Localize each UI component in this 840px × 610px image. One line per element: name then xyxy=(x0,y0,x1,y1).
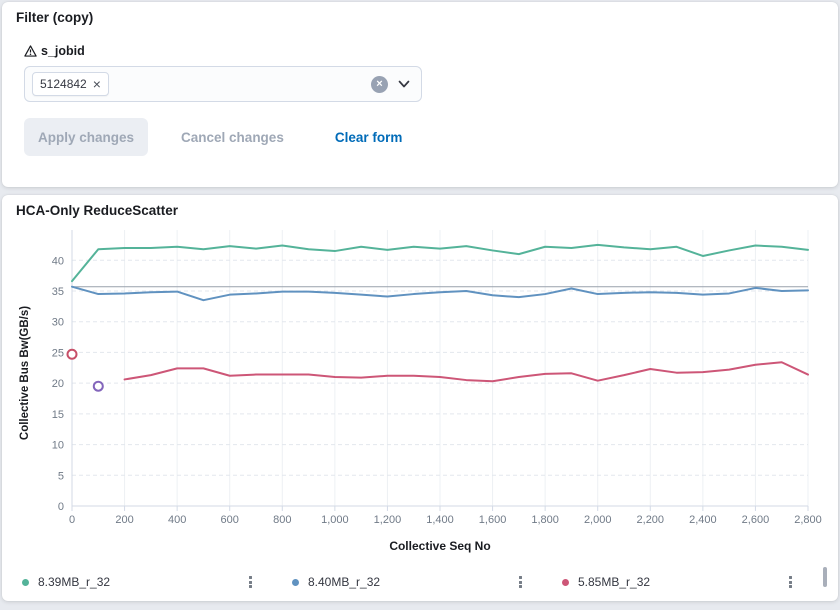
clear-form-button[interactable]: Clear form xyxy=(323,118,415,156)
filter-panel-title: Filter (copy) xyxy=(16,10,94,25)
y-tick-label: 10 xyxy=(52,440,64,452)
x-tick-label: 0 xyxy=(69,514,75,526)
legend-item[interactable]: 5.85MB_r_32 xyxy=(562,570,832,594)
y-tick-label: 25 xyxy=(52,347,64,359)
filter-form: s_jobid 5124842 × × Apply changes Cancel… xyxy=(24,44,824,156)
x-tick-label: 200 xyxy=(115,514,133,526)
chart-panel: HCA-Only ReduceScatter 0 200 400 600 800 1,00… xyxy=(2,195,838,601)
series-line-5.85MB_r_32 xyxy=(123,361,809,383)
legend-menu-icon[interactable] xyxy=(246,573,255,591)
y-tick-label: 5 xyxy=(58,470,64,482)
legend-menu-icon[interactable] xyxy=(516,573,525,591)
legend-menu-icon[interactable] xyxy=(786,573,795,591)
x-tick-label: 1,600 xyxy=(479,514,507,526)
x-tick-label: 2,600 xyxy=(742,514,770,526)
x-tick-label: 2,800 xyxy=(794,514,822,526)
x-tick-label: 1,200 xyxy=(374,514,402,526)
y-axis-title: Collective Bus Bw(GB/s) xyxy=(19,305,31,441)
selected-value-tag[interactable]: 5124842 × xyxy=(32,72,109,96)
series-line-8.40MB_r_32 xyxy=(71,285,809,302)
y-tick-label: 30 xyxy=(52,317,64,329)
x-tick-label: 600 xyxy=(221,514,239,526)
chart-legend: 8.39MB_r_32 8.40MB_r_32 5.85MB_r_32 xyxy=(2,570,838,594)
x-tick-label: 1,800 xyxy=(531,514,559,526)
x-tick-label: 2,200 xyxy=(637,514,665,526)
legend-dot xyxy=(292,578,299,586)
legend-dot xyxy=(22,578,29,586)
combobox-controls: × xyxy=(371,75,411,93)
field-label-row: s_jobid xyxy=(24,44,824,58)
remove-tag-icon[interactable]: × xyxy=(92,76,101,92)
y-tick-label: 40 xyxy=(52,255,64,267)
selected-value: 5124842 xyxy=(40,77,87,91)
y-tick-label: 20 xyxy=(52,378,64,390)
isolated-point-marker xyxy=(66,348,78,360)
x-tick-label: 800 xyxy=(273,514,291,526)
x-tick-label: 400 xyxy=(168,514,186,526)
y-tick-label: 15 xyxy=(52,409,64,421)
legend-item[interactable]: 8.39MB_r_32 xyxy=(22,570,292,594)
jobid-combobox[interactable]: 5124842 × × xyxy=(24,66,422,102)
x-axis-title: Collective Seq No xyxy=(389,539,491,553)
y-tick-label: 35 xyxy=(52,286,64,298)
legend-label: 8.39MB_r_32 xyxy=(38,575,111,589)
y-tick-label: 0 xyxy=(58,501,64,513)
chevron-down-icon[interactable] xyxy=(397,77,411,91)
legend-dot xyxy=(562,578,569,586)
legend-label: 8.40MB_r_32 xyxy=(308,575,381,589)
x-tick-label: 2,400 xyxy=(689,514,717,526)
field-label: s_jobid xyxy=(41,44,85,58)
legend-scrollbar[interactable] xyxy=(823,567,827,587)
x-tick-label: 2,000 xyxy=(584,514,612,526)
filter-actions: Apply changes Cancel changes Clear form xyxy=(24,118,824,156)
clear-selection-icon[interactable]: × xyxy=(371,75,388,93)
x-tick-label: 1,000 xyxy=(321,514,349,526)
filter-panel: Filter (copy) s_jobid 5124842 × × xyxy=(2,2,838,187)
series-line-8.39MB_r_32 xyxy=(71,243,809,283)
warning-triangle-icon xyxy=(24,45,37,57)
chart-title: HCA-Only ReduceScatter xyxy=(16,203,179,218)
legend-item[interactable]: 8.40MB_r_32 xyxy=(292,570,562,594)
x-tick-label: 1,400 xyxy=(426,514,454,526)
legend-label: 5.85MB_r_32 xyxy=(578,575,651,589)
cancel-changes-button[interactable]: Cancel changes xyxy=(169,118,296,156)
chart-svg[interactable]: 0 200 400 600 800 1,000 1,200 1,400 1,600 1,800 2,… xyxy=(2,195,838,555)
isolated-point-marker xyxy=(92,380,104,392)
apply-changes-button[interactable]: Apply changes xyxy=(24,118,149,156)
